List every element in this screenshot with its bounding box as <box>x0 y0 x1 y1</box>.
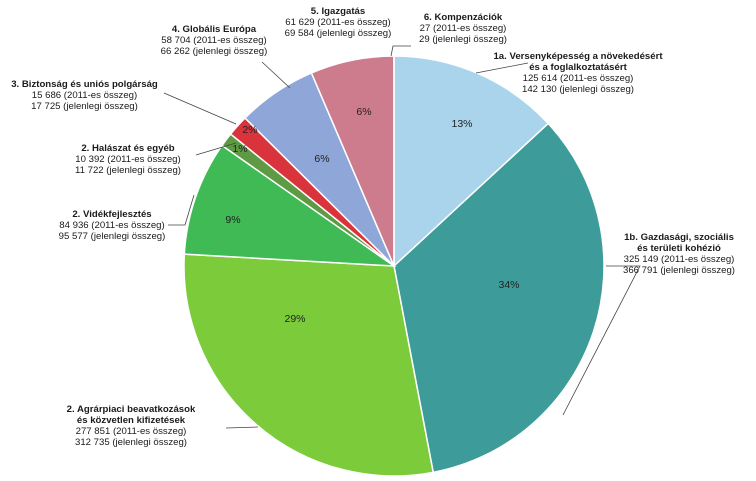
callout-value: 366 791 (jelenlegi összeg) <box>622 265 735 276</box>
leader-line <box>168 194 195 226</box>
callout-value: 69 584 (jelenlegi összeg) <box>284 28 392 39</box>
leader-line <box>475 62 529 74</box>
callout-value: 15 686 (2011-es összeg) <box>31 90 138 101</box>
callout-title: 5. Igazgatás <box>310 6 366 17</box>
slice-callout: 1b. Gazdasági, szociális és területi kohé… <box>606 232 752 276</box>
callout-title: 3. Biztonság és uniós polgárság <box>11 79 158 90</box>
callout-value: 125 614 (2011-es összeg) <box>522 73 634 84</box>
slice-percent-label: 1% <box>232 143 247 155</box>
pie-slice <box>183 253 435 477</box>
slice-callout: 6. Kompenzációk 27 (2011-es összeg) 29 (je… <box>410 12 516 45</box>
callout-value: 312 735 (jelenlegi összeg) <box>74 437 187 448</box>
slice-percent-label: 34% <box>498 279 519 291</box>
slice-callout: 4. Globális Európa 58 704 (2011-es összeg… <box>150 24 278 57</box>
callout-value: 142 130 (jelenlegi összeg) <box>521 84 634 95</box>
callout-value: 66 262 (jelenlegi összeg) <box>160 46 268 57</box>
callout-title: 4. Globális Európa <box>171 24 257 35</box>
slice-percent-label: 9% <box>225 214 240 226</box>
callout-value: 27 (2011-es összeg) <box>419 23 507 34</box>
callout-title: és a foglalkoztatásért <box>529 62 627 73</box>
leader-line <box>195 142 237 156</box>
slice-callout: 3. Biztonság és uniós polgárság 15 686 (2… <box>3 79 166 112</box>
callout-value: 29 (jelenlegi összeg) <box>419 34 507 45</box>
callout-value: 61 629 (2011-es összeg) <box>285 17 391 28</box>
callout-title: 1a. Versenyképesség a növekedésért <box>493 51 663 62</box>
callout-value: 17 725 (jelenlegi összeg) <box>31 101 138 112</box>
leader-line <box>562 265 641 416</box>
callout-value: 95 577 (jelenlegi összeg) <box>58 231 166 242</box>
callout-title: 2. Halászat és egyéb <box>81 143 175 154</box>
leader-line <box>261 61 291 89</box>
callout-value: 325 149 (2011-es összeg) <box>623 254 735 265</box>
slice-callout: 2. Halászat és egyéb 10 392 (2011-es össz… <box>60 143 196 176</box>
callout-value: 58 704 (2011-es összeg) <box>161 35 267 46</box>
slice-callout: 2. Agrárpiaci beavatkozások és közvetlen … <box>36 404 226 448</box>
slice-percent-label: 2% <box>242 124 257 136</box>
callout-value: 277 851 (2011-es összeg) <box>75 426 187 437</box>
slice-percent-label: 13% <box>451 118 472 130</box>
slice-percent-label: 6% <box>314 153 329 165</box>
slice-callout: 5. Igazgatás 61 629 (2011-es összeg) 69 58… <box>283 6 393 39</box>
leader-line <box>390 45 411 57</box>
pie-slice <box>393 55 550 268</box>
callout-title: 6. Kompenzációk <box>423 12 503 23</box>
callout-value: 84 936 (2011-es összeg) <box>59 220 165 231</box>
callout-title: 1b. Gazdasági, szociális <box>624 232 734 243</box>
callout-value: 11 722 (jelenlegi összeg) <box>75 165 181 176</box>
callout-title: 2. Agrárpiaci beavatkozások <box>66 404 196 415</box>
callout-value: 10 392 (2011-es összeg) <box>75 154 181 165</box>
leader-line <box>225 426 259 429</box>
pie-slice <box>393 122 605 474</box>
callout-title: és közvetlen kifizetések <box>76 415 186 426</box>
callout-title: és területi kohézió <box>637 243 721 254</box>
slice-callout: 2. Vidékfejlesztés 84 936 (2011-es összeg… <box>56 209 168 242</box>
slice-percent-label: 6% <box>356 106 371 118</box>
pie-slice <box>183 144 397 267</box>
leader-line <box>163 92 237 125</box>
slice-callout: 1a. Versenyképesség a növekedésért és a f… <box>468 51 688 95</box>
slice-percent-label: 29% <box>284 313 305 325</box>
callout-title: 2. Vidékfejlesztés <box>72 209 152 220</box>
